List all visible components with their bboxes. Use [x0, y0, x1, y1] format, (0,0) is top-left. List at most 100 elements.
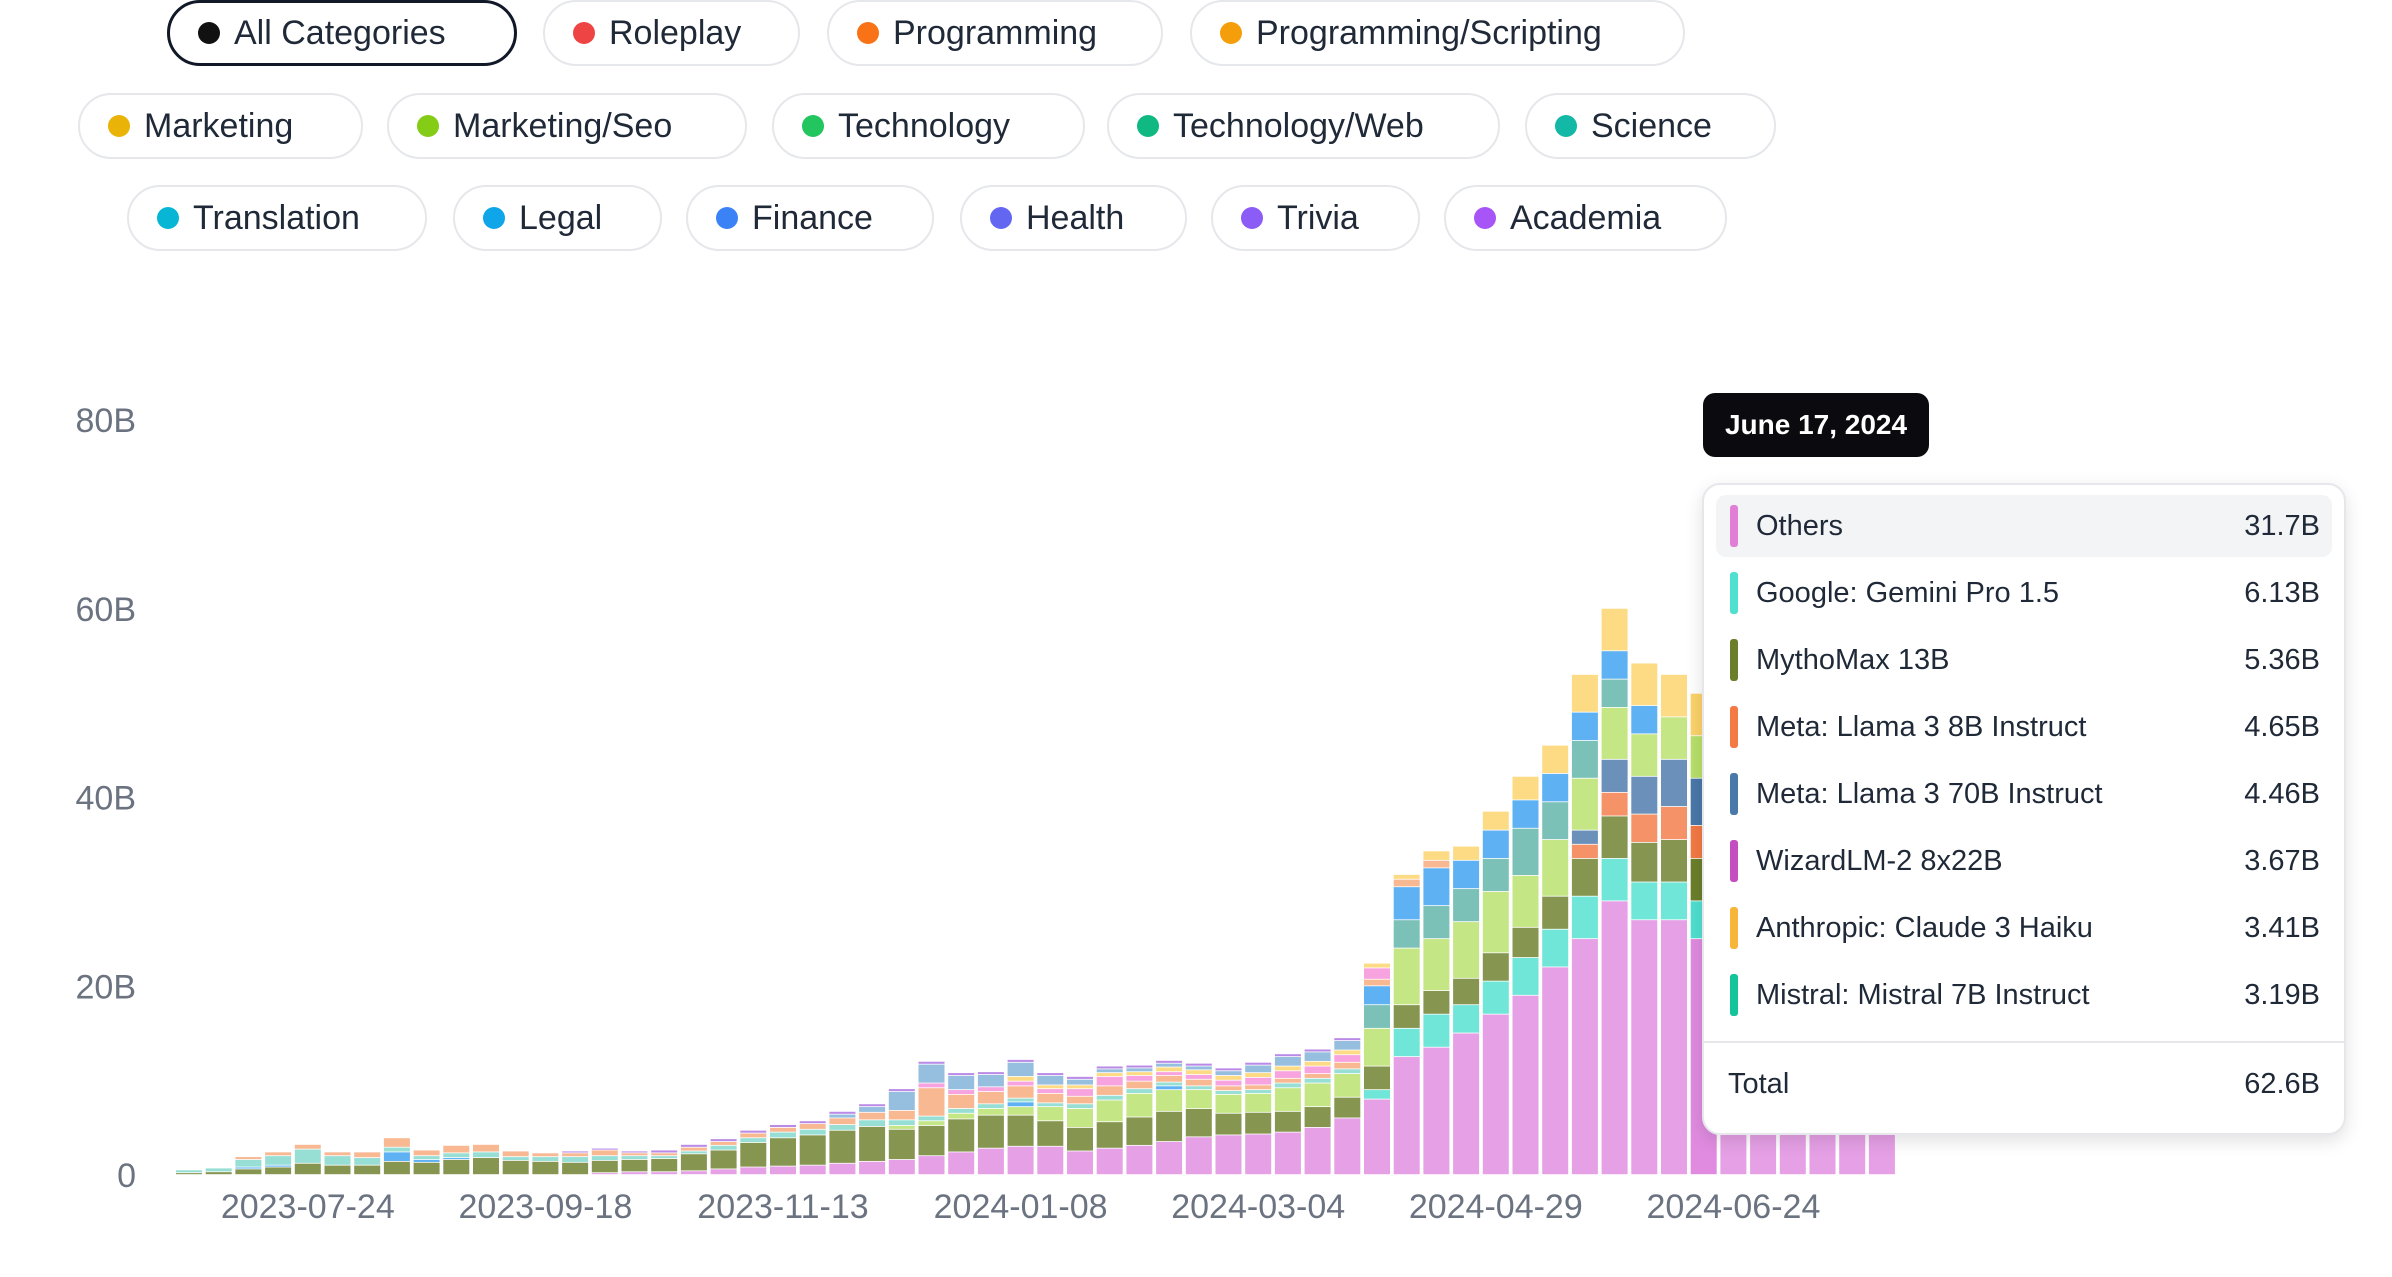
- bar-stack[interactable]: [532, 1153, 559, 1175]
- filter-chip-translation[interactable]: Translation: [127, 185, 427, 251]
- bar-segment: [1096, 1073, 1123, 1077]
- bar-stack[interactable]: [562, 1151, 589, 1175]
- filter-chip-all-categories[interactable]: All Categories: [167, 0, 517, 66]
- bar-segment: [383, 1147, 410, 1152]
- bar-segment: [532, 1161, 559, 1175]
- bar-segment: [1274, 1054, 1301, 1057]
- bar-stack[interactable]: [1482, 811, 1509, 1175]
- bar-segment: [1245, 1065, 1272, 1073]
- bar-stack[interactable]: [1393, 874, 1420, 1175]
- category-color-dot: [1241, 207, 1263, 229]
- filter-chip-programming-scripting[interactable]: Programming/Scripting: [1190, 0, 1685, 66]
- bar-segment: [799, 1121, 826, 1124]
- bar-stack[interactable]: [502, 1151, 529, 1175]
- bar-stack[interactable]: [918, 1061, 945, 1175]
- bar-segment: [1156, 1141, 1183, 1175]
- filter-chip-technology-web[interactable]: Technology/Web: [1107, 93, 1500, 159]
- bar-stack[interactable]: [710, 1139, 737, 1175]
- bar-segment: [1512, 995, 1539, 1175]
- bar-stack[interactable]: [1215, 1068, 1242, 1175]
- bar-stack[interactable]: [443, 1145, 470, 1175]
- category-color-dot: [716, 207, 738, 229]
- category-color-dot: [990, 207, 1012, 229]
- bar-segment: [1037, 1075, 1064, 1085]
- series-swatch: [1730, 974, 1738, 1016]
- bar-stack[interactable]: [1453, 846, 1480, 1175]
- filter-chip-roleplay[interactable]: Roleplay: [543, 0, 800, 66]
- bar-stack[interactable]: [294, 1144, 321, 1175]
- bar-segment: [1067, 1127, 1093, 1151]
- bar-stack[interactable]: [829, 1111, 856, 1175]
- bar-stack[interactable]: [859, 1104, 886, 1175]
- bar-stack[interactable]: [1334, 1038, 1361, 1175]
- bar-stack[interactable]: [680, 1144, 707, 1175]
- bar-segment: [1067, 1108, 1093, 1128]
- bar-segment: [1245, 1093, 1272, 1112]
- bar-stack[interactable]: [265, 1152, 292, 1175]
- bar-segment: [1156, 1082, 1183, 1086]
- bar-segment: [948, 1119, 975, 1152]
- filter-chip-legal[interactable]: Legal: [453, 185, 662, 251]
- bar-stack[interactable]: [888, 1089, 915, 1175]
- bar-stack[interactable]: [176, 1170, 202, 1175]
- bar-stack[interactable]: [324, 1152, 351, 1175]
- bar-stack[interactable]: [383, 1138, 410, 1175]
- bar-segment: [859, 1120, 886, 1127]
- bar-stack[interactable]: [1037, 1073, 1064, 1175]
- bar-segment: [1245, 1062, 1272, 1065]
- bar-stack[interactable]: [1096, 1066, 1123, 1175]
- bar-stack[interactable]: [1542, 745, 1569, 1175]
- bar-stack[interactable]: [473, 1144, 499, 1175]
- bar-stack[interactable]: [1185, 1063, 1212, 1175]
- bar-segment: [1571, 674, 1598, 712]
- bar-stack[interactable]: [1512, 776, 1539, 1175]
- filter-chip-trivia[interactable]: Trivia: [1211, 185, 1420, 251]
- bar-stack[interactable]: [1601, 608, 1628, 1175]
- bar-stack[interactable]: [1304, 1049, 1331, 1175]
- bar-stack[interactable]: [770, 1124, 796, 1175]
- bar-segment: [235, 1159, 262, 1167]
- bar-segment: [1482, 1014, 1509, 1175]
- bar-segment: [294, 1144, 321, 1149]
- bar-stack[interactable]: [1245, 1062, 1272, 1175]
- filter-chip-technology[interactable]: Technology: [772, 93, 1085, 159]
- y-tick-label: 80B: [76, 402, 137, 440]
- filter-chip-marketing-seo[interactable]: Marketing/Seo: [387, 93, 747, 159]
- tooltip-series-name: Others: [1756, 509, 1844, 542]
- filter-chip-programming[interactable]: Programming: [827, 0, 1163, 66]
- tooltip-series-value: 3.19B: [2244, 978, 2320, 1011]
- category-color-dot: [417, 115, 439, 137]
- filter-chip-academia[interactable]: Academia: [1444, 185, 1727, 251]
- bar-stack[interactable]: [1661, 674, 1687, 1175]
- bar-stack[interactable]: [1364, 963, 1390, 1175]
- filter-chip-marketing[interactable]: Marketing: [78, 93, 363, 159]
- bar-segment: [1661, 920, 1687, 1175]
- filter-chip-finance[interactable]: Finance: [686, 185, 934, 251]
- bar-stack[interactable]: [1067, 1076, 1093, 1175]
- bar-stack[interactable]: [1571, 674, 1598, 1175]
- filter-chip-science[interactable]: Science: [1525, 93, 1776, 159]
- y-tick-label: 20B: [76, 968, 137, 1006]
- bar-segment: [294, 1163, 321, 1175]
- bar-stack[interactable]: [354, 1152, 381, 1175]
- bar-stack[interactable]: [1156, 1060, 1183, 1175]
- bar-stack[interactable]: [799, 1121, 826, 1175]
- bar-stack[interactable]: [205, 1168, 232, 1175]
- bar-stack[interactable]: [977, 1072, 1004, 1175]
- bar-segment: [1215, 1113, 1242, 1135]
- series-swatch: [1730, 505, 1738, 547]
- bar-stack[interactable]: [1631, 663, 1658, 1175]
- bar-segment: [948, 1073, 975, 1076]
- bar-stack[interactable]: [1423, 851, 1450, 1175]
- bar-stack[interactable]: [1274, 1054, 1301, 1175]
- bar-stack[interactable]: [413, 1150, 440, 1175]
- bar-stack[interactable]: [651, 1150, 678, 1175]
- bar-stack[interactable]: [1126, 1065, 1153, 1175]
- bar-stack[interactable]: [948, 1073, 975, 1175]
- bar-stack[interactable]: [621, 1151, 648, 1175]
- bar-stack[interactable]: [591, 1148, 618, 1175]
- bar-stack[interactable]: [740, 1130, 767, 1175]
- bar-stack[interactable]: [1007, 1059, 1034, 1175]
- filter-chip-health[interactable]: Health: [960, 185, 1187, 251]
- bar-stack[interactable]: [235, 1157, 262, 1175]
